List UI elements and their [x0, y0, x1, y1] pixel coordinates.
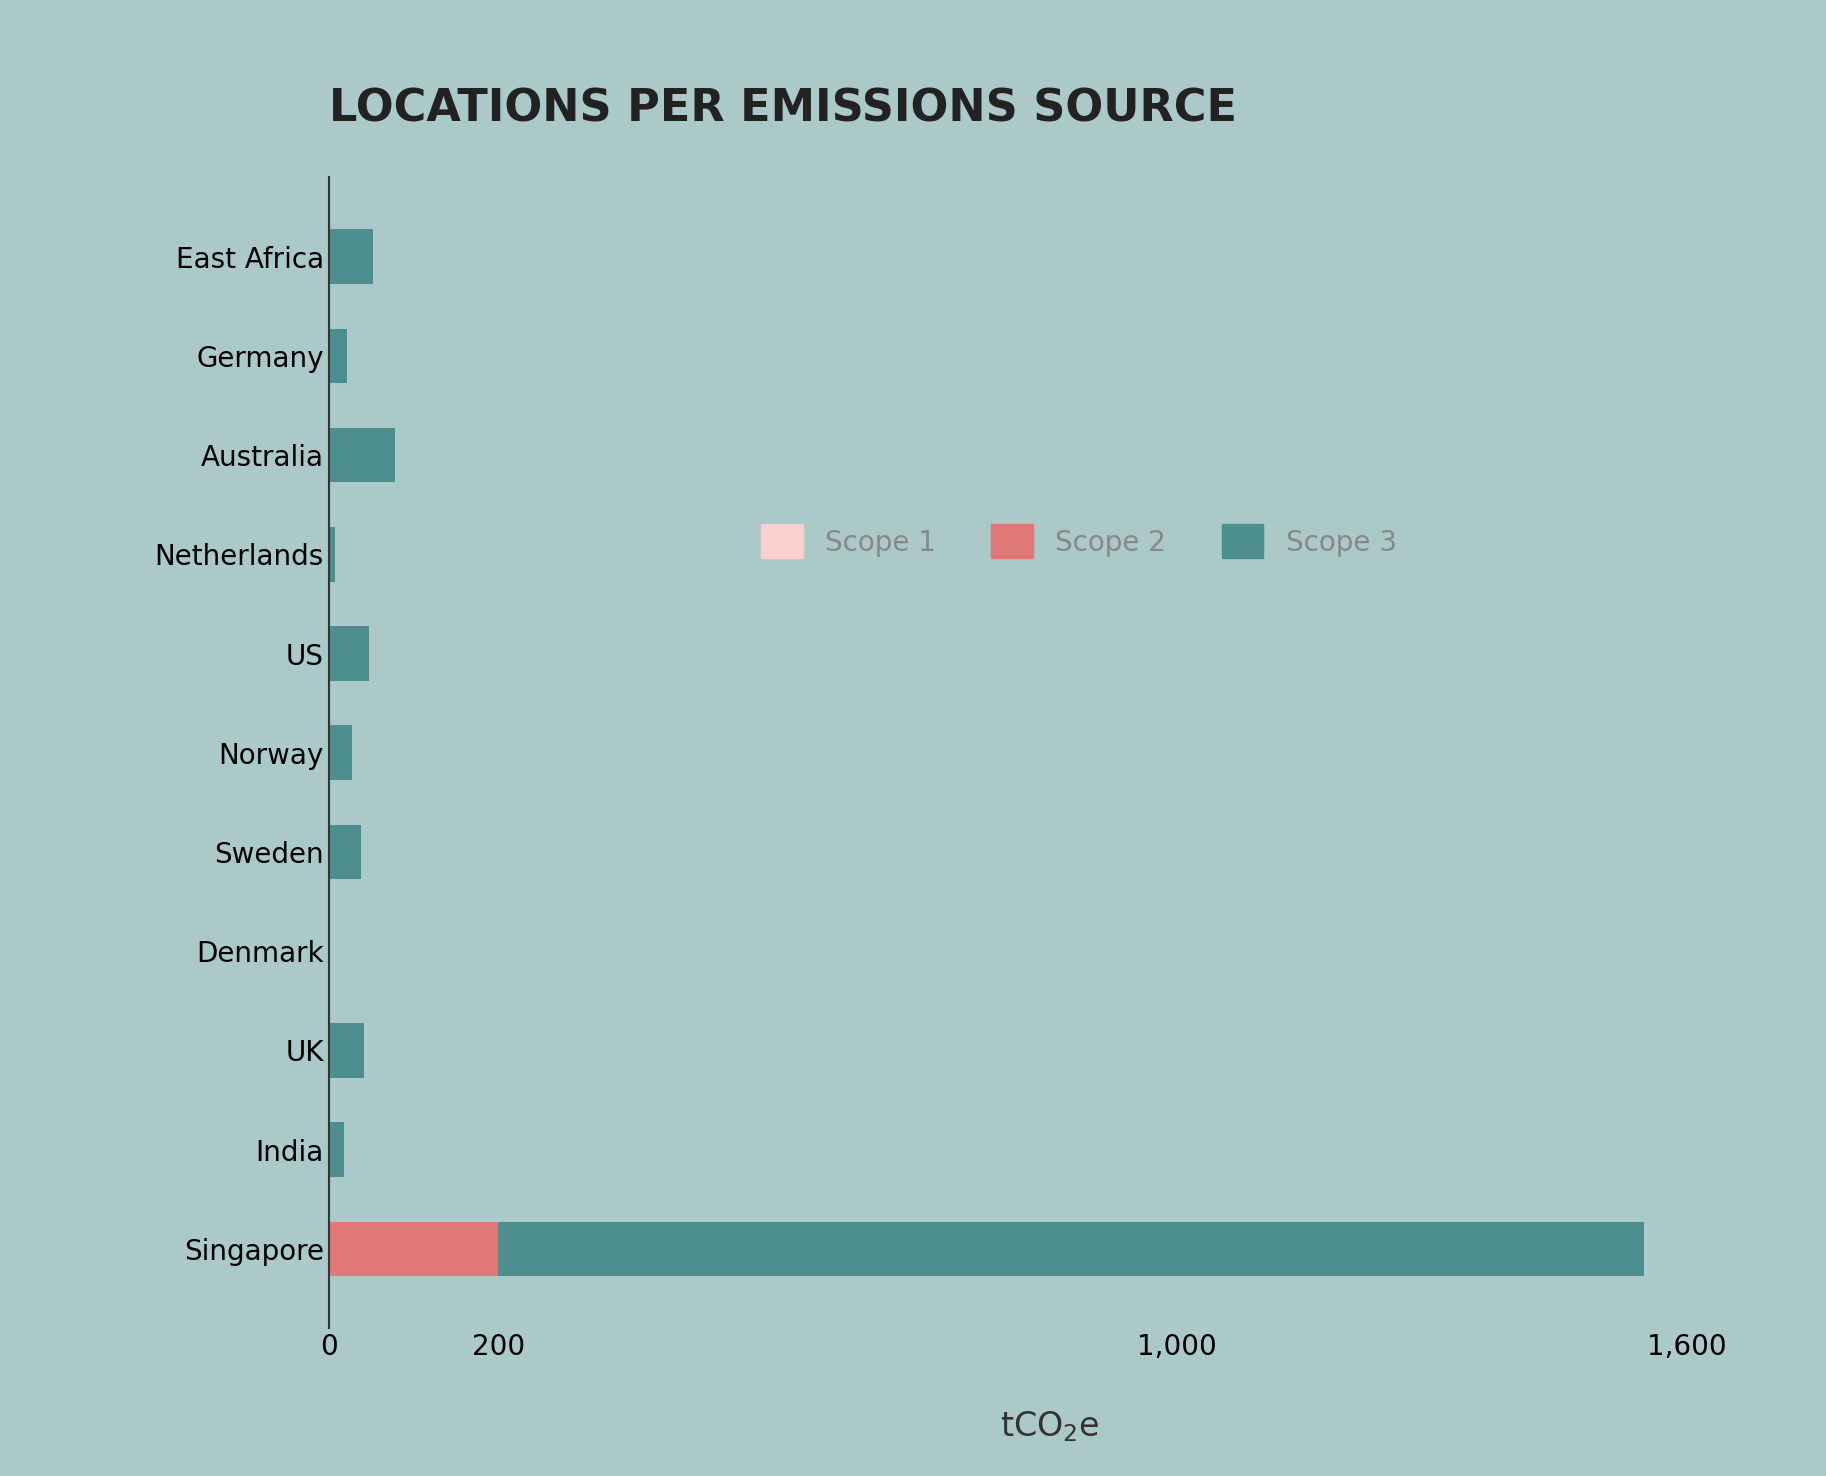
Bar: [329, 1222, 498, 1277]
Legend: Scope 1, Scope 2, Scope 3: Scope 1, Scope 2, Scope 3: [750, 514, 1408, 570]
Bar: [498, 1222, 1643, 1277]
Bar: [329, 1023, 365, 1077]
Bar: [329, 527, 336, 582]
Text: LOCATIONS PER EMISSIONS SOURCE: LOCATIONS PER EMISSIONS SOURCE: [329, 87, 1236, 130]
Bar: [329, 428, 394, 483]
Bar: [329, 726, 352, 779]
Bar: [329, 329, 347, 384]
Bar: [329, 626, 369, 680]
Bar: [329, 229, 373, 283]
Text: tCO$_2$e: tCO$_2$e: [1001, 1410, 1099, 1444]
Bar: [329, 1122, 343, 1176]
Bar: [329, 825, 362, 880]
